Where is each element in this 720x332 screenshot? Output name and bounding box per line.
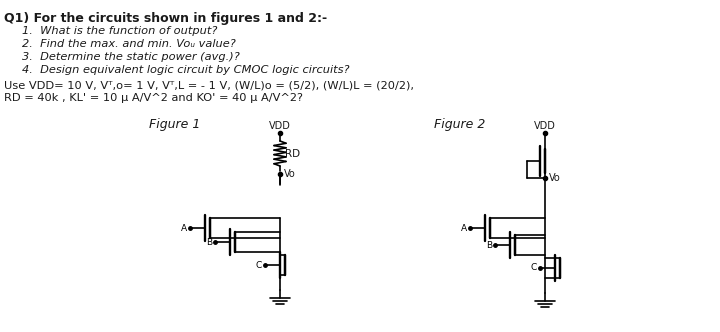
Text: C: C [256,261,262,270]
Text: RD = 40k , KL' = 10 μ A/V^2 and KO' = 40 μ A/V^2?: RD = 40k , KL' = 10 μ A/V^2 and KO' = 40… [4,93,303,103]
Text: 1.  What is the function of output?: 1. What is the function of output? [22,26,217,36]
Text: 2.  Find the max. and min. Voᵤ value?: 2. Find the max. and min. Voᵤ value? [22,39,235,49]
Text: Vo: Vo [284,169,296,179]
Text: Use VDD= 10 V, Vᵀ,o= 1 V, Vᵀ,L = - 1 V, (W/L)o = (5/2), (W/L)L = (20/2),: Use VDD= 10 V, Vᵀ,o= 1 V, Vᵀ,L = - 1 V, … [4,80,414,90]
Text: B: B [486,240,492,250]
Text: A: A [461,223,467,232]
Text: Vo: Vo [549,173,561,183]
Text: VDD: VDD [269,121,291,131]
Text: RD: RD [285,148,300,158]
Text: A: A [181,223,187,232]
Text: 4.  Design equivalent logic circuit by CMOC logic circuits?: 4. Design equivalent logic circuit by CM… [22,65,349,75]
Text: Figure 2: Figure 2 [434,118,486,131]
Text: 3.  Determine the static power (avg.)?: 3. Determine the static power (avg.)? [22,52,240,62]
Text: Figure 1: Figure 1 [149,118,201,131]
Text: B: B [206,237,212,246]
Text: Q1) For the circuits shown in figures 1 and 2:-: Q1) For the circuits shown in figures 1 … [4,12,327,25]
Text: C: C [531,264,537,273]
Text: VDD: VDD [534,121,556,131]
